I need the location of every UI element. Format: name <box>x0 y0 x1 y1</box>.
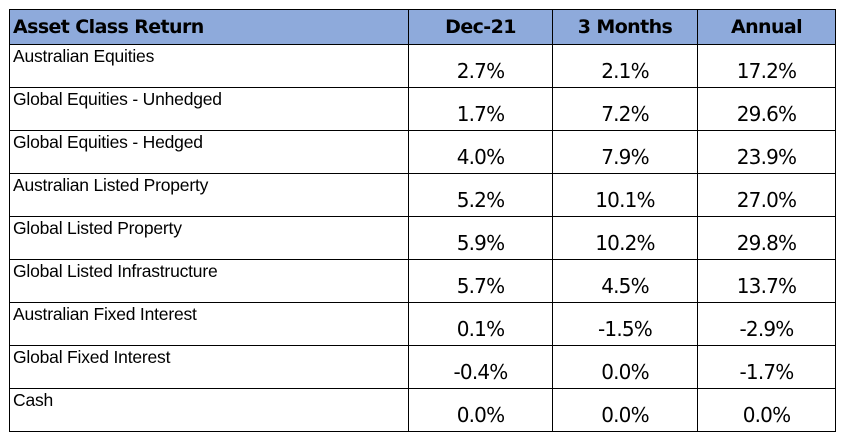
table-row: Global Equities - Hedged 4.0% 7.9% 23.9% <box>9 130 836 174</box>
header-row: Asset Class Return Dec-21 3 Months Annua… <box>9 9 836 45</box>
asset-name: Global Listed Property <box>9 216 409 260</box>
3-months-value: 10.1% <box>552 173 698 217</box>
asset-name: Australian Listed Property <box>9 173 409 217</box>
3-months-value: -1.5% <box>552 302 698 346</box>
dec-21-value: 0.1% <box>408 302 553 346</box>
header-annual: Annual <box>697 9 836 45</box>
table-row: Australian Fixed Interest 0.1% -1.5% -2.… <box>9 302 836 346</box>
asset-name: Global Equities - Unhedged <box>9 87 409 131</box>
asset-name: Australian Fixed Interest <box>9 302 409 346</box>
annual-value: 29.6% <box>697 87 836 131</box>
header-3-months: 3 Months <box>552 9 698 45</box>
asset-name: Australian Equities <box>9 44 409 88</box>
table-row: Australian Listed Property 5.2% 10.1% 27… <box>9 173 836 217</box>
table-row: Global Listed Infrastructure 5.7% 4.5% 1… <box>9 259 836 303</box>
3-months-value: 7.2% <box>552 87 698 131</box>
table-row: Cash 0.0% 0.0% 0.0% <box>9 388 836 432</box>
annual-value: 17.2% <box>697 44 836 88</box>
annual-value: 0.0% <box>697 388 836 432</box>
asset-name: Global Equities - Hedged <box>9 130 409 174</box>
asset-name: Global Listed Infrastructure <box>9 259 409 303</box>
table-row: Australian Equities 2.7% 2.1% 17.2% <box>9 44 836 88</box>
dec-21-value: -0.4% <box>408 345 553 389</box>
annual-value: 29.8% <box>697 216 836 260</box>
asset-name: Global Fixed Interest <box>9 345 409 389</box>
table-row: Global Listed Property 5.9% 10.2% 29.8% <box>9 216 836 260</box>
annual-value: -2.9% <box>697 302 836 346</box>
dec-21-value: 0.0% <box>408 388 553 432</box>
3-months-value: 4.5% <box>552 259 698 303</box>
3-months-value: 2.1% <box>552 44 698 88</box>
dec-21-value: 1.7% <box>408 87 553 131</box>
dec-21-value: 4.0% <box>408 130 553 174</box>
asset-name: Cash <box>9 388 409 432</box>
3-months-value: 7.9% <box>552 130 698 174</box>
table-row: Global Equities - Unhedged 1.7% 7.2% 29.… <box>9 87 836 131</box>
annual-value: 13.7% <box>697 259 836 303</box>
header-asset-class: Asset Class Return <box>9 9 409 45</box>
dec-21-value: 5.9% <box>408 216 553 260</box>
header-dec-21: Dec-21 <box>408 9 553 45</box>
asset-class-returns-table: Asset Class Return Dec-21 3 Months Annua… <box>9 9 836 432</box>
annual-value: -1.7% <box>697 345 836 389</box>
table-row: Global Fixed Interest -0.4% 0.0% -1.7% <box>9 345 836 389</box>
3-months-value: 10.2% <box>552 216 698 260</box>
3-months-value: 0.0% <box>552 388 698 432</box>
dec-21-value: 5.2% <box>408 173 553 217</box>
dec-21-value: 2.7% <box>408 44 553 88</box>
annual-value: 23.9% <box>697 130 836 174</box>
3-months-value: 0.0% <box>552 345 698 389</box>
dec-21-value: 5.7% <box>408 259 553 303</box>
annual-value: 27.0% <box>697 173 836 217</box>
